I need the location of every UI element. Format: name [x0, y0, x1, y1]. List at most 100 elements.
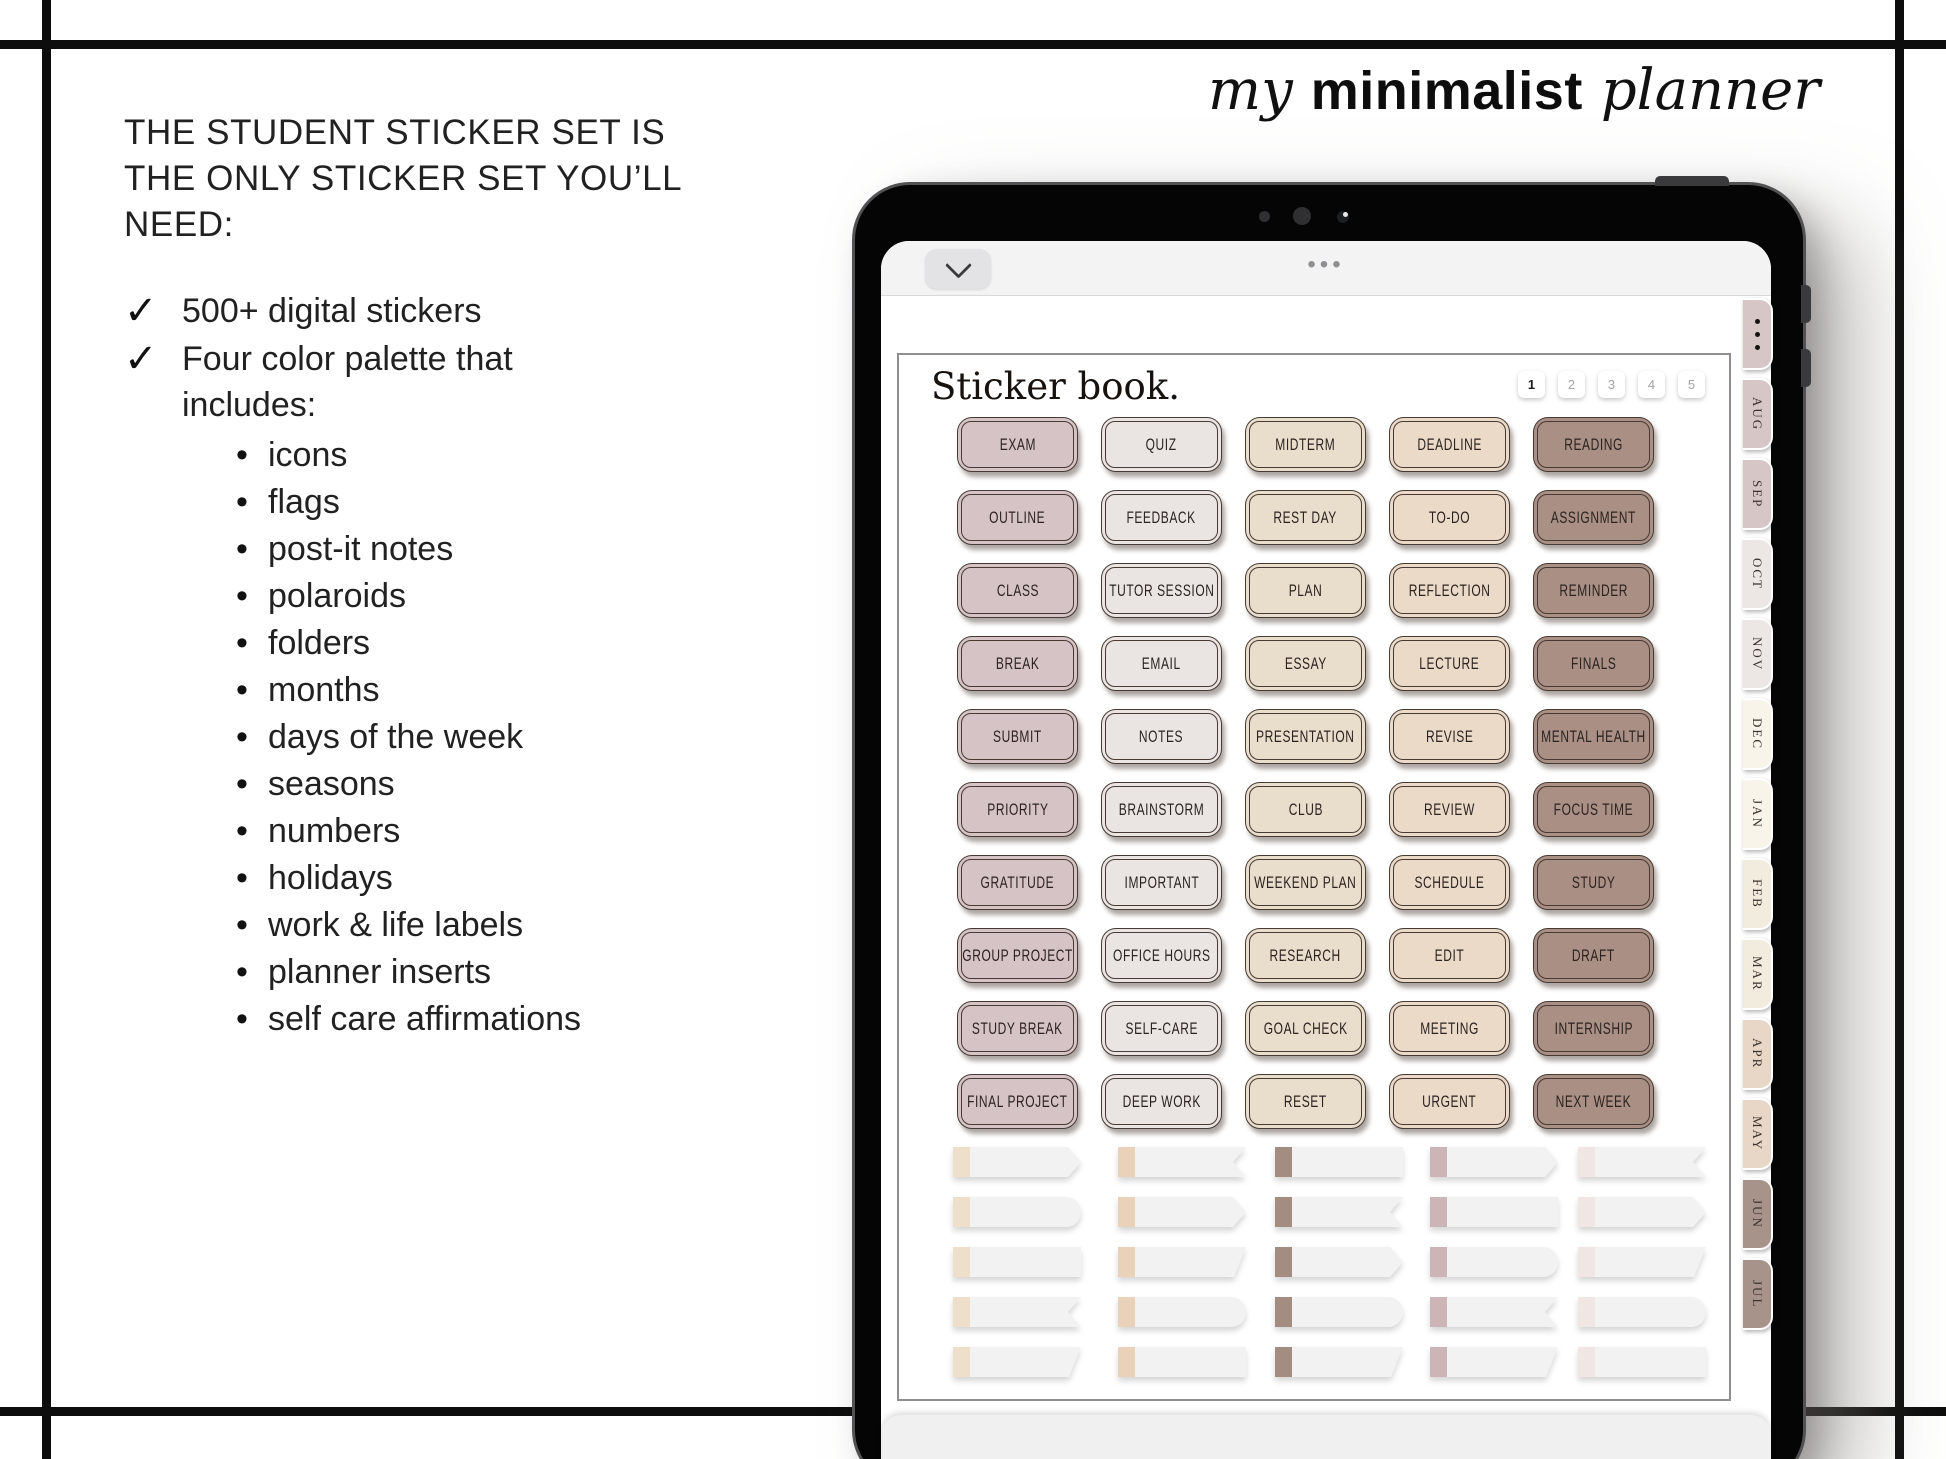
sticker[interactable]: RESEARCH: [1245, 928, 1366, 983]
flag-sticker[interactable]: [1578, 1247, 1706, 1277]
sticker[interactable]: EMAIL: [1101, 636, 1222, 691]
sticker[interactable]: GRATITUDE: [957, 855, 1078, 910]
tablet-volume-down-button: [1801, 349, 1811, 387]
sticker[interactable]: STUDY: [1533, 855, 1654, 910]
sticker[interactable]: BRAINSTORM: [1101, 782, 1222, 837]
flag-sticker[interactable]: [1578, 1197, 1706, 1227]
flag-sticker[interactable]: [1118, 1297, 1246, 1327]
sticker[interactable]: BREAK: [957, 636, 1078, 691]
page-number-button-3[interactable]: 3: [1598, 371, 1625, 398]
sticker[interactable]: EDIT: [1389, 928, 1510, 983]
sticker[interactable]: OUTLINE: [957, 490, 1078, 545]
sticker[interactable]: SUBMIT: [957, 709, 1078, 764]
sticker[interactable]: TUTOR SESSION: [1101, 563, 1222, 618]
flag-sticker[interactable]: [1275, 1297, 1403, 1327]
sticker[interactable]: CLASS: [957, 563, 1078, 618]
page-number-button-2[interactable]: 2: [1558, 371, 1585, 398]
sticker[interactable]: GROUP PROJECT: [957, 928, 1078, 983]
flag-tab: [1275, 1197, 1292, 1227]
sticker[interactable]: MENTAL HEALTH: [1533, 709, 1654, 764]
flag-sticker[interactable]: [953, 1247, 1081, 1277]
month-tab-mar[interactable]: MAR: [1743, 938, 1773, 1010]
sticker[interactable]: READING: [1533, 417, 1654, 472]
flag-sticker[interactable]: [1118, 1247, 1246, 1277]
menu-tab[interactable]: [1743, 298, 1773, 370]
sticker[interactable]: MIDTERM: [1245, 417, 1366, 472]
sticker[interactable]: ESSAY: [1245, 636, 1366, 691]
flag-sticker[interactable]: [1275, 1247, 1403, 1277]
page-number-button-1[interactable]: 1: [1518, 371, 1545, 398]
sticker[interactable]: REFLECTION: [1389, 563, 1510, 618]
flag-sticker[interactable]: [1578, 1297, 1706, 1327]
sticker[interactable]: RESET: [1245, 1074, 1366, 1129]
page-number-button-4[interactable]: 4: [1638, 371, 1665, 398]
flag-sticker[interactable]: [953, 1297, 1081, 1327]
month-tab-may[interactable]: MAY: [1743, 1098, 1773, 1170]
sticker[interactable]: TO-DO: [1389, 490, 1510, 545]
minimize-button[interactable]: [925, 249, 991, 289]
month-tab-aug[interactable]: AUG: [1743, 378, 1773, 450]
flag-sticker[interactable]: [1430, 1147, 1558, 1177]
sticker[interactable]: NEXT WEEK: [1533, 1074, 1654, 1129]
month-tab-apr[interactable]: APR: [1743, 1018, 1773, 1090]
sticker[interactable]: REVIEW: [1389, 782, 1510, 837]
sticker[interactable]: FINALS: [1533, 636, 1654, 691]
flag-tab: [1430, 1297, 1447, 1327]
sticker[interactable]: INTERNSHIP: [1533, 1001, 1654, 1056]
month-tab-jun[interactable]: JUN: [1743, 1178, 1773, 1250]
month-tab-sep[interactable]: SEP: [1743, 458, 1773, 530]
sticker[interactable]: URGENT: [1389, 1074, 1510, 1129]
sticker[interactable]: GOAL CHECK: [1245, 1001, 1366, 1056]
sticker[interactable]: DEEP WORK: [1101, 1074, 1222, 1129]
month-tab-nov[interactable]: NOV: [1743, 618, 1773, 690]
sticker[interactable]: ASSIGNMENT: [1533, 490, 1654, 545]
flag-sticker[interactable]: [1118, 1197, 1246, 1227]
flag-sticker[interactable]: [1430, 1197, 1558, 1227]
sticker[interactable]: CLUB: [1245, 782, 1366, 837]
flag-sticker[interactable]: [953, 1347, 1081, 1377]
flag-sticker[interactable]: [1430, 1297, 1558, 1327]
page-number-button-5[interactable]: 5: [1678, 371, 1705, 398]
flag-sticker[interactable]: [1275, 1197, 1403, 1227]
sticker[interactable]: REMINDER: [1533, 563, 1654, 618]
month-tab-feb[interactable]: FEB: [1743, 858, 1773, 930]
sticker[interactable]: PLAN: [1245, 563, 1366, 618]
sticker[interactable]: LECTURE: [1389, 636, 1510, 691]
flag-sticker[interactable]: [953, 1147, 1081, 1177]
frame-line-vertical-right: [1895, 0, 1904, 1459]
flag-sticker[interactable]: [1578, 1147, 1706, 1177]
sticker[interactable]: FEEDBACK: [1101, 490, 1222, 545]
flag-sticker[interactable]: [1430, 1247, 1558, 1277]
sticker[interactable]: MEETING: [1389, 1001, 1510, 1056]
sticker[interactable]: SCHEDULE: [1389, 855, 1510, 910]
sticker[interactable]: DEADLINE: [1389, 417, 1510, 472]
sticker[interactable]: REVISE: [1389, 709, 1510, 764]
flag-sticker[interactable]: [1275, 1347, 1403, 1377]
sticker[interactable]: EXAM: [957, 417, 1078, 472]
flag-sticker[interactable]: [1430, 1347, 1558, 1377]
sticker[interactable]: DRAFT: [1533, 928, 1654, 983]
flag-sticker[interactable]: [953, 1197, 1081, 1227]
month-tab-jan[interactable]: JAN: [1743, 778, 1773, 850]
month-tab-dec[interactable]: DEC: [1743, 698, 1773, 770]
sticker[interactable]: PRIORITY: [957, 782, 1078, 837]
sticker[interactable]: QUIZ: [1101, 417, 1222, 472]
sticker[interactable]: OFFICE HOURS: [1101, 928, 1222, 983]
sticker[interactable]: SELF-CARE: [1101, 1001, 1222, 1056]
sticker[interactable]: IMPORTANT: [1101, 855, 1222, 910]
flag-sticker[interactable]: [1578, 1347, 1706, 1377]
flag-sticker[interactable]: [1118, 1347, 1246, 1377]
sticker[interactable]: NOTES: [1101, 709, 1222, 764]
drag-handle-icon[interactable]: •••: [1307, 251, 1345, 278]
flag-sticker[interactable]: [1118, 1147, 1246, 1177]
feature-bullet-list: • icons • flags • post-it notes • polaroids • fol…: [124, 432, 744, 1043]
sticker[interactable]: PRESENTATION: [1245, 709, 1366, 764]
sticker[interactable]: STUDY BREAK: [957, 1001, 1078, 1056]
month-tab-oct[interactable]: OCT: [1743, 538, 1773, 610]
flag-sticker[interactable]: [1275, 1147, 1403, 1177]
sticker[interactable]: WEEKEND PLAN: [1245, 855, 1366, 910]
month-tab-jul[interactable]: JUL: [1743, 1258, 1773, 1330]
sticker[interactable]: FOCUS TIME: [1533, 782, 1654, 837]
sticker[interactable]: REST DAY: [1245, 490, 1366, 545]
sticker[interactable]: FINAL PROJECT: [957, 1074, 1078, 1129]
